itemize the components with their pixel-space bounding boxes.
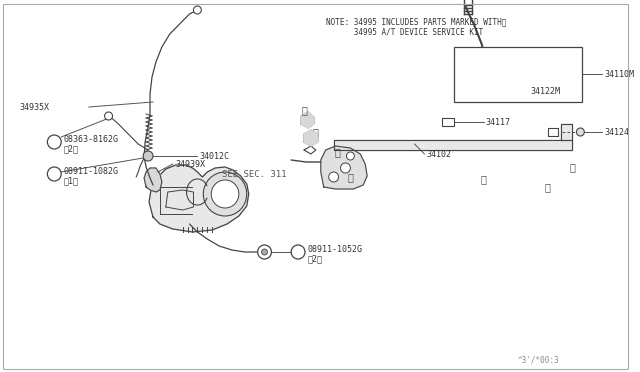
Text: 34110M: 34110M bbox=[604, 70, 634, 78]
Circle shape bbox=[340, 163, 350, 173]
Circle shape bbox=[291, 245, 305, 259]
Text: 08363-8162G: 08363-8162G bbox=[63, 135, 118, 144]
Polygon shape bbox=[321, 146, 367, 189]
Polygon shape bbox=[149, 165, 249, 232]
Text: （2）: （2） bbox=[63, 144, 78, 154]
Text: ^3'/*00:3: ^3'/*00:3 bbox=[518, 356, 560, 365]
Text: 34102: 34102 bbox=[426, 150, 451, 158]
Text: （1）: （1） bbox=[63, 176, 78, 186]
Circle shape bbox=[577, 128, 584, 136]
Circle shape bbox=[262, 249, 268, 255]
Text: N: N bbox=[52, 171, 56, 177]
Circle shape bbox=[47, 167, 61, 181]
Text: N: N bbox=[296, 249, 300, 255]
Circle shape bbox=[104, 112, 113, 120]
Text: 08911-1052G: 08911-1052G bbox=[308, 244, 363, 253]
Text: ※: ※ bbox=[301, 105, 307, 115]
Circle shape bbox=[329, 172, 339, 182]
Circle shape bbox=[143, 151, 153, 161]
Text: 34122M: 34122M bbox=[530, 87, 560, 96]
Circle shape bbox=[204, 172, 247, 216]
Text: ※: ※ bbox=[545, 182, 551, 192]
Circle shape bbox=[193, 6, 202, 14]
Bar bbox=[454, 47, 582, 102]
Circle shape bbox=[346, 152, 355, 160]
Text: 34012C: 34012C bbox=[200, 151, 229, 160]
Text: 34995 A/T DEVICE SERVICE KIT: 34995 A/T DEVICE SERVICE KIT bbox=[326, 28, 483, 36]
Circle shape bbox=[258, 245, 271, 259]
Text: S: S bbox=[52, 139, 56, 145]
Text: ※: ※ bbox=[313, 127, 319, 137]
Polygon shape bbox=[144, 168, 162, 192]
Text: ※: ※ bbox=[570, 162, 575, 172]
Text: SEE SEC. 311: SEE SEC. 311 bbox=[222, 170, 287, 179]
Circle shape bbox=[211, 180, 239, 208]
Circle shape bbox=[47, 135, 61, 149]
Polygon shape bbox=[301, 112, 314, 128]
Text: 08911-1082G: 08911-1082G bbox=[63, 167, 118, 176]
Text: （2）: （2） bbox=[308, 254, 323, 263]
Text: 34124: 34124 bbox=[604, 128, 629, 137]
Text: ※: ※ bbox=[481, 174, 486, 184]
Text: 34935X: 34935X bbox=[20, 103, 50, 112]
Text: ※: ※ bbox=[335, 147, 340, 157]
Polygon shape bbox=[561, 124, 572, 140]
Text: 34117: 34117 bbox=[486, 118, 511, 126]
Text: NOTE: 34995 INCLUDES PARTS MARKED WITH※: NOTE: 34995 INCLUDES PARTS MARKED WITH※ bbox=[326, 17, 506, 26]
Polygon shape bbox=[304, 130, 318, 146]
Text: 34939X: 34939X bbox=[176, 160, 205, 169]
Polygon shape bbox=[333, 140, 572, 150]
Text: ※: ※ bbox=[348, 172, 353, 182]
